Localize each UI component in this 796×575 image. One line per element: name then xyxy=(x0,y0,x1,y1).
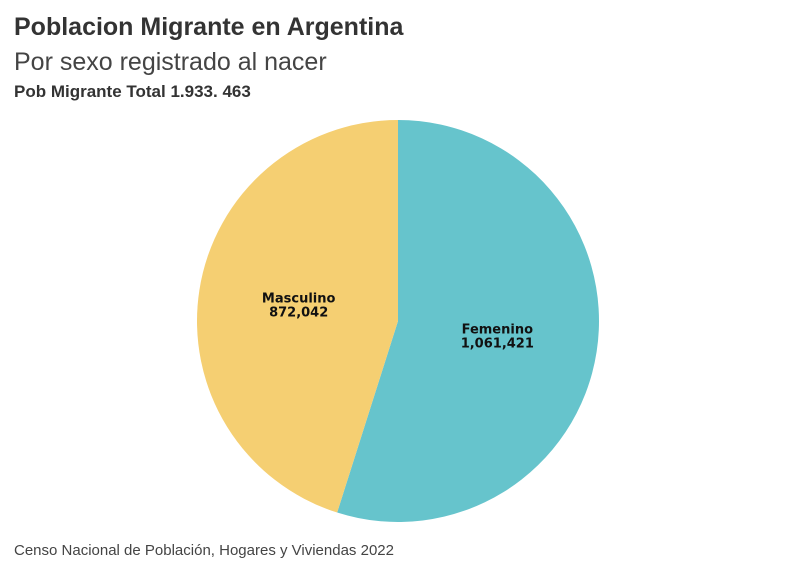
slice-category-masculino: Masculino xyxy=(262,292,336,307)
chart-subtitle: Por sexo registrado al nacer xyxy=(14,48,327,76)
source-note: Censo Nacional de Población, Hogares y V… xyxy=(14,542,394,559)
total-population-label: Pob Migrante Total 1.933. 463 xyxy=(14,82,251,101)
slice-value-femenino: 1,061,421 xyxy=(461,336,534,351)
slice-category-femenino: Femenino xyxy=(462,322,533,337)
pie-slice-femenino xyxy=(337,120,600,522)
chart-title: Poblacion Migrante en Argentina xyxy=(14,13,404,41)
slice-value-masculino: 872,042 xyxy=(269,306,328,321)
pie-slice-masculino xyxy=(197,120,398,513)
